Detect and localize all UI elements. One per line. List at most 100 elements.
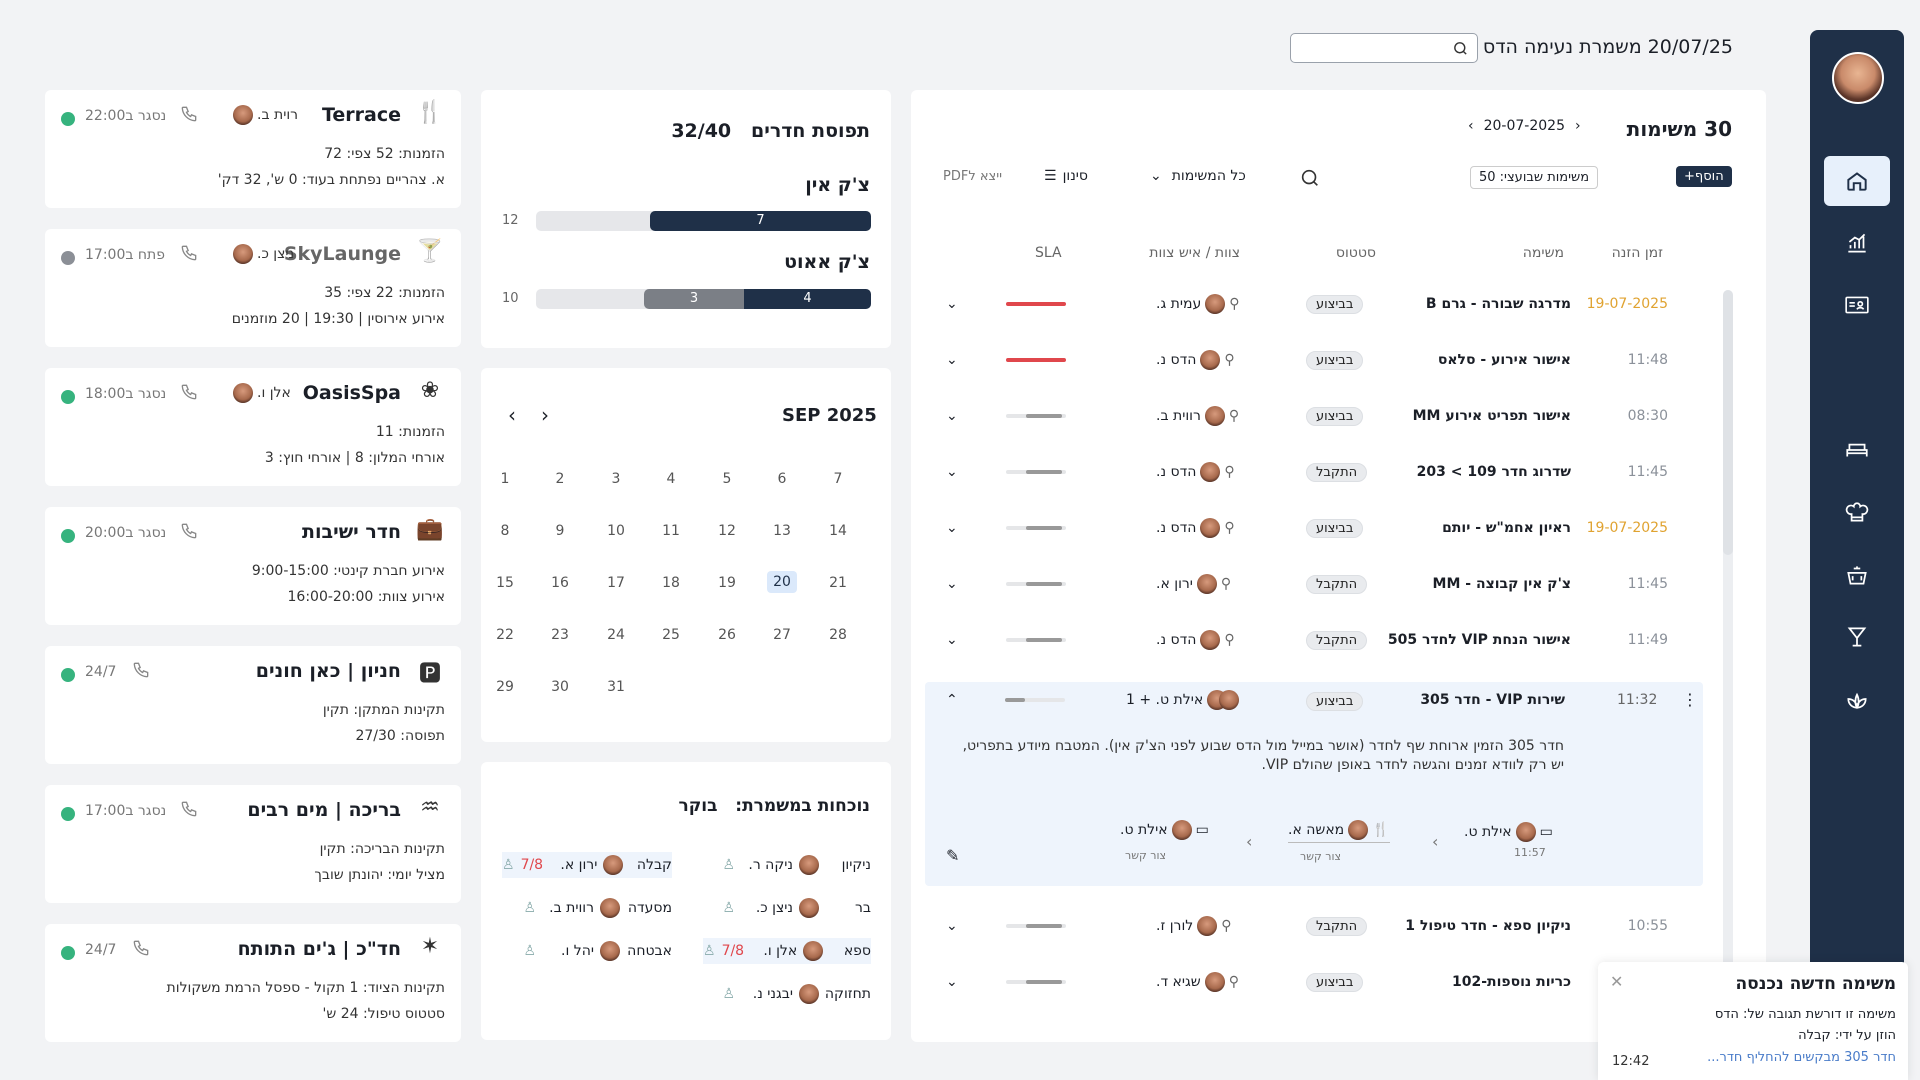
toast-link[interactable]: חדר 305 מבקשים להחליף חדר... (1707, 1050, 1896, 1065)
facility-card[interactable]: ♒ בריכה | מים רבים נסגר ב17:00 תקינות הבריכ… (45, 785, 461, 903)
avatar[interactable] (1832, 52, 1884, 104)
attendance-row[interactable]: אבטחה יהל ו. ♙ (523, 941, 672, 961)
search-icon[interactable] (1299, 167, 1321, 189)
calendar-day[interactable]: 15 (496, 575, 514, 591)
phone-icon[interactable] (179, 382, 201, 404)
attendance-row[interactable]: ספא אלן ו. 7/8 ♙ (703, 938, 871, 964)
home-icon[interactable] (1824, 156, 1890, 206)
calendar-day[interactable]: 27 (773, 627, 791, 643)
calendar-day[interactable]: 12 (718, 523, 736, 539)
table-row[interactable]: כריות נוספות-102 בביצוע שגיא ד. ⚲ ⌄ (926, 954, 1704, 1010)
export-pdf-button[interactable]: ייצא לPDF (943, 169, 1003, 184)
phone-icon[interactable] (131, 938, 153, 960)
calendar-day[interactable]: 7 (833, 471, 843, 487)
more-icon[interactable]: ⋮ (1682, 690, 1698, 709)
calendar-day[interactable]: 5 (722, 471, 732, 487)
task-name[interactable]: אישור תפריט אירוע MM (1412, 408, 1571, 424)
task-name[interactable]: שירות VIP - חדר 305 (1420, 692, 1565, 708)
calendar-day[interactable]: 21 (829, 575, 847, 591)
calendar-day[interactable]: 8 (500, 523, 510, 539)
table-row[interactable]: 19-07-2025 ראיון אחמ"ש - יותם בביצוע הדס נ.… (926, 500, 1704, 556)
chevron-down-icon[interactable]: ⌄ (946, 918, 958, 934)
chevron-down-icon[interactable]: ⌄ (946, 464, 958, 480)
chevron-down-icon[interactable]: ⌄ (946, 632, 958, 648)
calendar-day[interactable]: 2 (555, 471, 565, 487)
calendar-day[interactable]: 24 (607, 627, 625, 643)
table-row[interactable]: 19-07-2025 מדרגה שבורה - גרם B בביצוע עמית … (926, 276, 1704, 332)
task-name[interactable]: ראיון אחמ"ש - יותם (1442, 520, 1571, 536)
table-row[interactable]: 11:45 שדרוג חדר 109 > 203 התקבל הדס נ. ⚲ ⌄ (926, 444, 1704, 500)
chevron-left-icon[interactable]: ‹ (508, 403, 516, 427)
task-name[interactable]: אישור אירוע - סלאס (1437, 352, 1571, 368)
calendar-day[interactable]: 1 (500, 471, 510, 487)
scrollbar[interactable] (1723, 290, 1733, 1040)
calendar-day[interactable]: 30 (551, 679, 569, 695)
table-row[interactable]: 08:30 אישור תפריט אירוע MM בביצוע רווית ב. ⚲… (926, 388, 1704, 444)
calendar-day[interactable]: 9 (555, 523, 565, 539)
chevron-down-icon[interactable]: ⌄ (946, 408, 958, 424)
contact-link[interactable]: צור קשר (1300, 850, 1342, 863)
calendar-day[interactable]: 14 (829, 523, 847, 539)
chevron-up-icon[interactable]: ⌃ (946, 692, 958, 708)
calendar-day[interactable]: 31 (607, 679, 625, 695)
analytics-icon[interactable] (1824, 218, 1890, 268)
cocktail-icon[interactable] (1824, 612, 1890, 662)
close-icon[interactable]: ✕ (1610, 972, 1624, 991)
calendar-day[interactable]: 18 (662, 575, 680, 591)
calendar-day[interactable]: 25 (662, 627, 680, 643)
calendar-day[interactable]: 28 (829, 627, 847, 643)
filter-button[interactable]: ☰ סינון (1044, 168, 1089, 184)
task-name[interactable]: שדרוג חדר 109 > 203 (1416, 464, 1571, 480)
calendar-day[interactable]: 16 (551, 575, 569, 591)
calendar-day[interactable]: 6 (777, 471, 787, 487)
bed-icon[interactable] (1824, 425, 1890, 475)
calendar-day[interactable]: 11 (662, 523, 680, 539)
chevron-down-icon[interactable]: ⌄ (946, 520, 958, 536)
facility-card[interactable]: 🍸 SkyLaunge פתח ב17:00 ניצן כ. הזמנות: 22 צפ… (45, 229, 461, 347)
attendance-row[interactable]: תחזוקה יבגני נ. ♙ (722, 984, 871, 1004)
phone-icon[interactable] (179, 799, 201, 821)
table-row[interactable]: 11:48 אישור אירוע - סלאס בביצוע הדס נ. ⚲ ⌄ (926, 332, 1704, 388)
task-name[interactable]: ניקיון ספא - חדר טיפול 1 (1405, 918, 1571, 934)
chevron-right-icon[interactable]: › (1574, 118, 1581, 134)
calendar-day[interactable]: 26 (718, 627, 736, 643)
chevron-down-icon[interactable]: ⌄ (946, 974, 958, 990)
calendar-day[interactable]: 3 (611, 471, 621, 487)
phone-icon[interactable] (179, 521, 201, 543)
attendance-row[interactable]: מסעדה רווית ב. ♙ (523, 898, 672, 918)
chef-icon[interactable] (1824, 488, 1890, 538)
phone-icon[interactable] (179, 243, 201, 265)
edit-icon[interactable]: ✎ (946, 846, 960, 865)
chevron-down-icon[interactable]: ⌄ (946, 296, 958, 312)
attendance-row[interactable]: ניקיון ניקה ר. ♙ (722, 855, 871, 875)
add-button[interactable]: +הוסף (1676, 166, 1732, 187)
task-name[interactable]: כריות נוספות-102 (1451, 974, 1571, 990)
notification-toast[interactable]: משימה חדשה נכנסה ✕ משימה זו דורשת תגובה … (1598, 962, 1908, 1080)
phone-icon[interactable] (179, 104, 201, 126)
chevron-down-icon[interactable]: ⌄ (946, 352, 958, 368)
chevron-left-icon[interactable]: ‹ (1468, 118, 1474, 134)
chevron-right-icon[interactable]: › (541, 403, 549, 427)
calendar-day[interactable]: 22 (496, 627, 514, 643)
table-row[interactable]: 11:49 אישור הנחת VIP לחדר 505 התקבל הדס נ. ⚲… (926, 612, 1704, 668)
room-service-icon[interactable] (1824, 550, 1890, 600)
facility-card[interactable]: ❀ OasisSpa נסגר ב18:00 אלן ו. הזמנות: 11 אורח… (45, 368, 461, 486)
calendar-day[interactable]: 19 (718, 575, 736, 591)
search-input[interactable] (1290, 33, 1478, 63)
calendar-day[interactable]: 29 (496, 679, 514, 695)
calendar-day[interactable]: 4 (666, 471, 676, 487)
task-name[interactable]: צ'ק אין קבוצה - MM (1432, 576, 1571, 592)
chevron-down-icon[interactable]: ⌄ (946, 576, 958, 592)
contact-link[interactable]: צור קשר (1125, 849, 1167, 862)
calendar-day[interactable]: 20 (767, 571, 797, 593)
facility-card[interactable]: 🍴 Terrace נסגר ב22:00 רוית ב. הזמנות: 52 צפי… (45, 90, 461, 208)
calendar-day[interactable]: 10 (607, 523, 625, 539)
facility-card[interactable]: ✶ חד"כ | ג'ים התותח 24/7 תקינות הציוד: 1 תק… (45, 924, 461, 1042)
calendar-day[interactable]: 13 (773, 523, 791, 539)
task-name[interactable]: מדרגה שבורה - גרם B (1425, 296, 1571, 312)
task-name[interactable]: אישור הנחת VIP לחדר 505 (1387, 632, 1571, 648)
phone-icon[interactable] (131, 660, 153, 682)
attendance-row[interactable]: קבלה ירון א. 7/8 ♙ (502, 852, 672, 878)
calendar-day[interactable]: 17 (607, 575, 625, 591)
table-row[interactable]: 11:45 צ'ק אין קבוצה - MM התקבל ירון א. ⚲ ⌄ (926, 556, 1704, 612)
